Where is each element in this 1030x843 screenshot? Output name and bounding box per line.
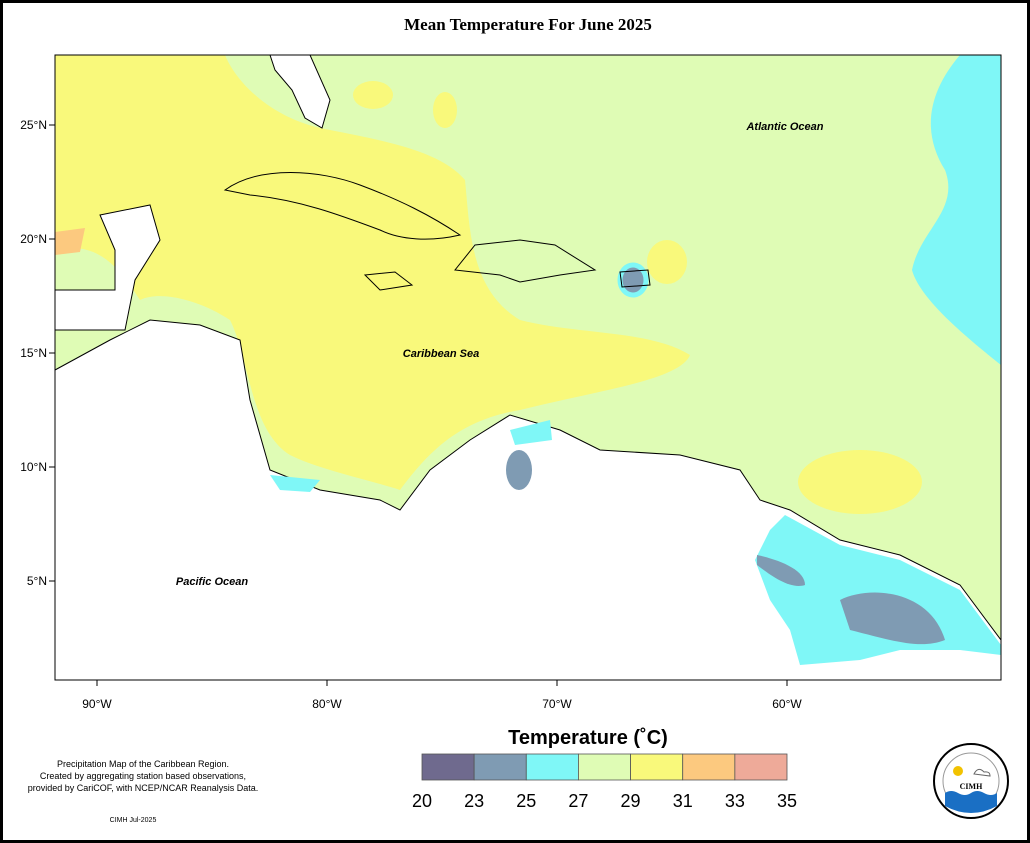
legend-swatch [682,753,736,781]
zone-23-25 [617,262,649,298]
zone-31-33 [55,228,85,255]
zone-25-27 [270,475,320,492]
zone-23-25 [840,592,945,645]
title: Mean Temperature For June 2025 [404,15,652,34]
legend-tick-label: 20 [412,791,432,811]
florida [269,55,331,129]
legend-swatch [734,753,788,781]
puerto-rico [619,269,651,288]
place-label: Atlantic Ocean [745,121,823,133]
legend-tick-label: 25 [516,791,536,811]
lon-label: 90°W [82,697,112,711]
legend-swatch [630,753,684,781]
cuba [223,172,462,240]
zone-25-27 [912,55,1001,365]
lat-label: 15°N [20,346,47,360]
note-line: Created by aggregating station based obs… [40,771,246,781]
zone-23-25 [506,450,532,490]
logo: CIMH [933,743,1009,819]
land [55,204,161,331]
legend: 20 23 25 27 29 31 33 35 [412,753,797,811]
legend-swatch [473,753,527,781]
lat-label: 20°N [20,232,47,246]
note-line: Precipitation Map of the Caribbean Regio… [57,759,229,769]
credit: CIMH Jul-2025 [110,817,157,824]
axes: 25°N 20°N 15°N 10°N 5°N 90°W 80°W 70°W 60°W [20,118,802,711]
map-border [54,54,1002,681]
place-label: Pacific Ocean [176,576,248,588]
lon-label: 70°W [542,697,572,711]
land [55,319,1001,680]
legend-swatch [421,753,475,781]
legend-swatch [578,753,631,781]
place-label: Caribbean Sea [403,348,479,360]
note-line: provided by CariCOF, with NCEP/NCAR Rean… [28,783,259,793]
lat-label: 25°N [20,118,47,132]
jamaica [363,271,414,291]
zone-29-31 [353,81,393,109]
lat-label: 5°N [27,574,47,588]
zone-29-31 [647,240,687,284]
lat-label: 10°N [20,460,47,474]
logo-text: CIMH [960,782,983,791]
map [55,55,1001,680]
hispaniola [454,239,597,283]
zone-25-27 [510,420,552,445]
legend-tick-label: 27 [568,791,588,811]
zone-29-31 [433,92,457,128]
legend-tick-label: 35 [777,791,797,811]
zone-29-31 [798,450,922,514]
legend-tick-label: 29 [621,791,641,811]
lon-label: 60°W [772,697,802,711]
lon-label: 80°W [312,697,342,711]
legend-title: Temperature (˚C) [508,726,668,749]
zone-29-31 [55,55,690,490]
legend-tick-label: 31 [673,791,693,811]
zone-23-25 [757,555,805,586]
legend-tick-label: 33 [725,791,745,811]
legend-swatch [525,753,579,781]
legend-tick-label: 23 [464,791,484,811]
